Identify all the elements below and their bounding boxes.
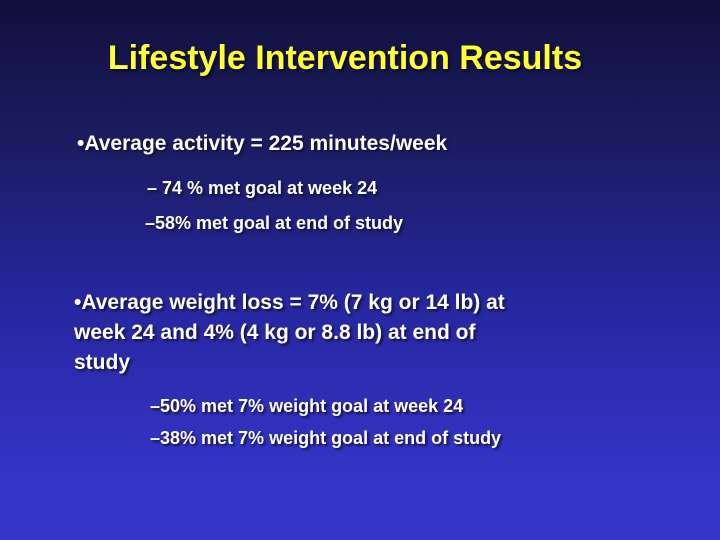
bullet-marker: • (77, 132, 85, 155)
sub-bullet-weight-week24: –50% met 7% weight goal at week 24 (150, 396, 464, 416)
sub-bullet-weight-end-of-study: –38% met 7% weight goal at end of study (150, 428, 502, 448)
sub-bullet-activity-end-of-study: –58% met goal at end of study (145, 213, 404, 233)
bullet-item-weight-loss: •Average weight loss = 7% (7 kg or 14 lb… (74, 288, 694, 378)
sub-bullet-activity-week24: – 74 % met goal at week 24 (147, 178, 378, 198)
bullet-text-weight-loss: Average weight loss = 7% (7 kg or 14 lb)… (74, 291, 505, 374)
bullet-marker: • (74, 291, 82, 314)
bullet-item-activity: •Average activity = 225 minutes/week (77, 129, 677, 159)
slide-title: Lifestyle Intervention Results (107, 39, 583, 77)
bullet-text-activity: Average activity = 225 minutes/week (84, 132, 448, 155)
